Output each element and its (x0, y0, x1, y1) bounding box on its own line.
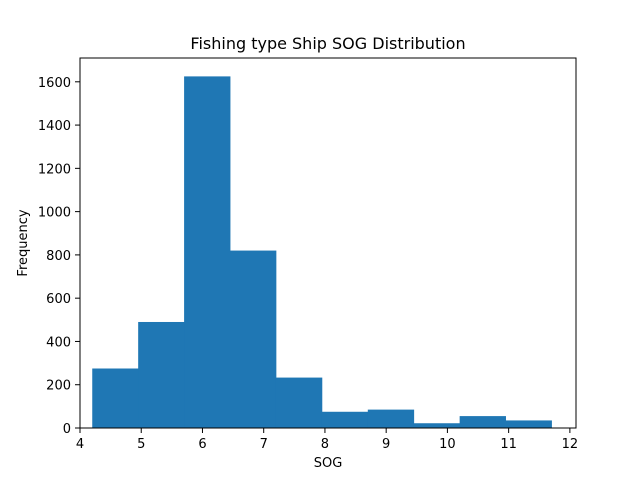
histogram-bar (367, 409, 415, 428)
histogram-bar (505, 420, 552, 428)
histogram-bar (321, 411, 369, 428)
x-tick-label: 8 (321, 437, 329, 452)
x-tick-label: 9 (382, 437, 390, 452)
y-tick-label: 1400 (38, 119, 71, 134)
x-tick-label: 5 (137, 437, 145, 452)
y-axis-ticks: 0 200 400 600 800 1000 1200 1400 1600 (38, 76, 80, 437)
histogram-bar (230, 250, 277, 428)
histogram-bar (138, 321, 185, 428)
x-tick-label: 11 (500, 437, 517, 452)
histogram-bar (92, 368, 139, 428)
bars-group (92, 76, 552, 428)
histogram-bar (184, 76, 231, 428)
plot-frame (79, 57, 577, 429)
y-tick-label: 1000 (38, 206, 71, 221)
y-axis-label: Frequency (16, 209, 31, 276)
y-tick-label: 1200 (38, 162, 71, 177)
x-tick-label: 12 (562, 437, 579, 452)
y-tick-label: 800 (46, 249, 71, 264)
chart-title: Fishing type Ship SOG Distribution (190, 34, 465, 53)
x-axis-ticks: 4 5 6 7 8 9 10 11 12 (76, 428, 578, 452)
y-tick-label: 1600 (38, 76, 71, 91)
x-tick-label: 7 (260, 437, 268, 452)
histogram-bar (459, 416, 506, 428)
x-tick-label: 10 (439, 437, 456, 452)
y-tick-label: 400 (46, 335, 71, 350)
histogram-bar (275, 377, 323, 428)
x-tick-label: 4 (76, 437, 84, 452)
y-tick-label: 0 (63, 422, 71, 437)
x-axis-label: SOG (314, 456, 343, 471)
histogram-bar (413, 423, 461, 428)
x-tick-label: 6 (198, 437, 206, 452)
y-tick-label: 600 (46, 292, 71, 307)
y-tick-label: 200 (46, 379, 71, 394)
